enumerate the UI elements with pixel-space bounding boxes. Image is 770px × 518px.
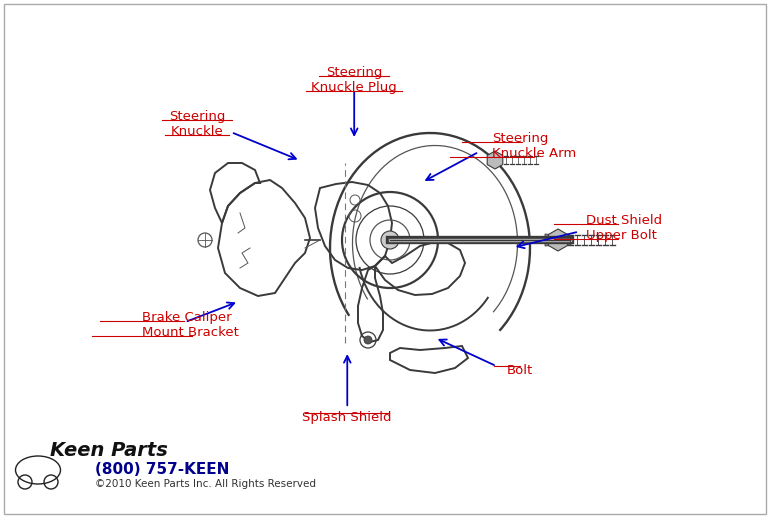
Text: Brake Caliper: Brake Caliper: [142, 311, 232, 324]
Text: Keen Parts: Keen Parts: [50, 440, 168, 459]
Text: Steering: Steering: [169, 110, 225, 123]
Text: Steering: Steering: [326, 66, 382, 79]
Text: Steering: Steering: [492, 132, 548, 145]
Polygon shape: [487, 151, 503, 169]
Text: Knuckle Plug: Knuckle Plug: [311, 81, 397, 94]
Polygon shape: [545, 234, 572, 246]
Text: Dust Shield: Dust Shield: [586, 214, 662, 227]
Circle shape: [381, 231, 399, 249]
Text: Upper Bolt: Upper Bolt: [586, 229, 657, 242]
Text: Knuckle: Knuckle: [171, 125, 223, 138]
Polygon shape: [548, 229, 567, 251]
Text: Mount Bracket: Mount Bracket: [142, 326, 239, 339]
Text: Knuckle Arm: Knuckle Arm: [492, 147, 576, 160]
Text: (800) 757-KEEN: (800) 757-KEEN: [95, 463, 229, 478]
Text: ©2010 Keen Parts Inc. All Rights Reserved: ©2010 Keen Parts Inc. All Rights Reserve…: [95, 479, 316, 489]
Text: Bolt: Bolt: [507, 364, 534, 377]
Circle shape: [364, 336, 372, 344]
Text: Splash Shield: Splash Shield: [303, 410, 392, 424]
